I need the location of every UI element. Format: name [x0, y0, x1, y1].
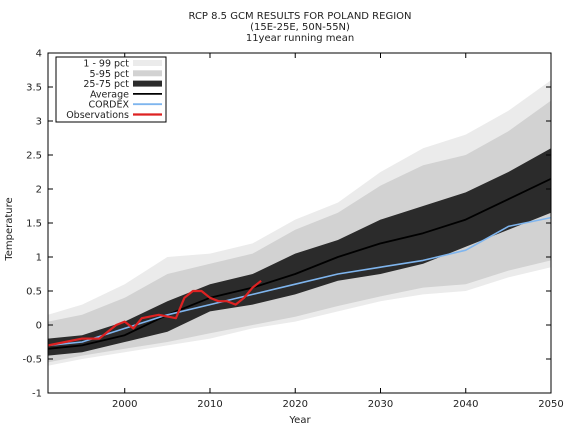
x-tick-label: 2010	[197, 399, 222, 410]
y-tick-label: 1	[36, 253, 42, 264]
y-tick-label: 1.5	[26, 219, 42, 230]
series-line-cordex	[48, 216, 551, 347]
y-tick-label: 2.5	[26, 151, 42, 162]
x-tick-label: 2030	[368, 399, 393, 410]
chart-title: RCP 8.5 GCM RESULTS FOR POLAND REGION (1…	[189, 11, 412, 44]
legend-swatch-1-99-pct	[133, 60, 162, 66]
x-tick-label: 2000	[112, 399, 137, 410]
x-tick-label: 2040	[453, 399, 478, 410]
y-tick-label: -0.5	[22, 355, 42, 366]
y-tick-label: 0.5	[26, 287, 42, 298]
legend-label-5-95-pct: 5-95 pct	[89, 69, 129, 80]
legend-label-25-75-pct: 25-75 pct	[83, 79, 129, 90]
y-tick-label: 3	[36, 117, 42, 128]
plot-series-group	[48, 80, 551, 366]
x-tick-label: 2050	[538, 399, 563, 410]
legend-swatch-5-95-pct	[133, 70, 162, 77]
series-line-average	[48, 177, 551, 350]
band-5-95-pct	[48, 100, 551, 363]
y-tick-label: -1	[32, 389, 42, 400]
chart-title-line-3: 11year running mean	[246, 33, 354, 44]
legend-box	[55, 56, 167, 123]
legend-label-observations: Observations	[66, 110, 129, 121]
y-tick-label: 4	[36, 49, 42, 60]
legend-label-average: Average	[90, 89, 129, 100]
legend-label-1-99-pct: 1 - 99 pct	[83, 59, 129, 70]
y-tick-label: 2	[36, 185, 42, 196]
y-tick-label: 3.5	[26, 83, 42, 94]
band-25-75-pct	[48, 148, 551, 356]
plot-area	[48, 80, 551, 366]
y-tick-label: 0	[36, 321, 42, 332]
chart-title-line-1: RCP 8.5 GCM RESULTS FOR POLAND REGION	[189, 11, 412, 22]
x-tick-label: 2020	[283, 399, 308, 410]
chart-title-line-2: (15E-25E, 50N-55N)	[250, 22, 350, 33]
legend-label-cordex: CORDEX	[88, 100, 129, 111]
series-line-observations	[48, 279, 262, 347]
x-axis-label: Year	[288, 415, 311, 426]
legend-swatch-25-75-pct	[133, 80, 162, 87]
y-axis-label: Temperature	[4, 197, 15, 261]
axes: -1 -0.5 0 0.5 1 1.5 2 2.5 3 3.5 4 2000 2010 2020 2030 2…	[22, 49, 563, 411]
